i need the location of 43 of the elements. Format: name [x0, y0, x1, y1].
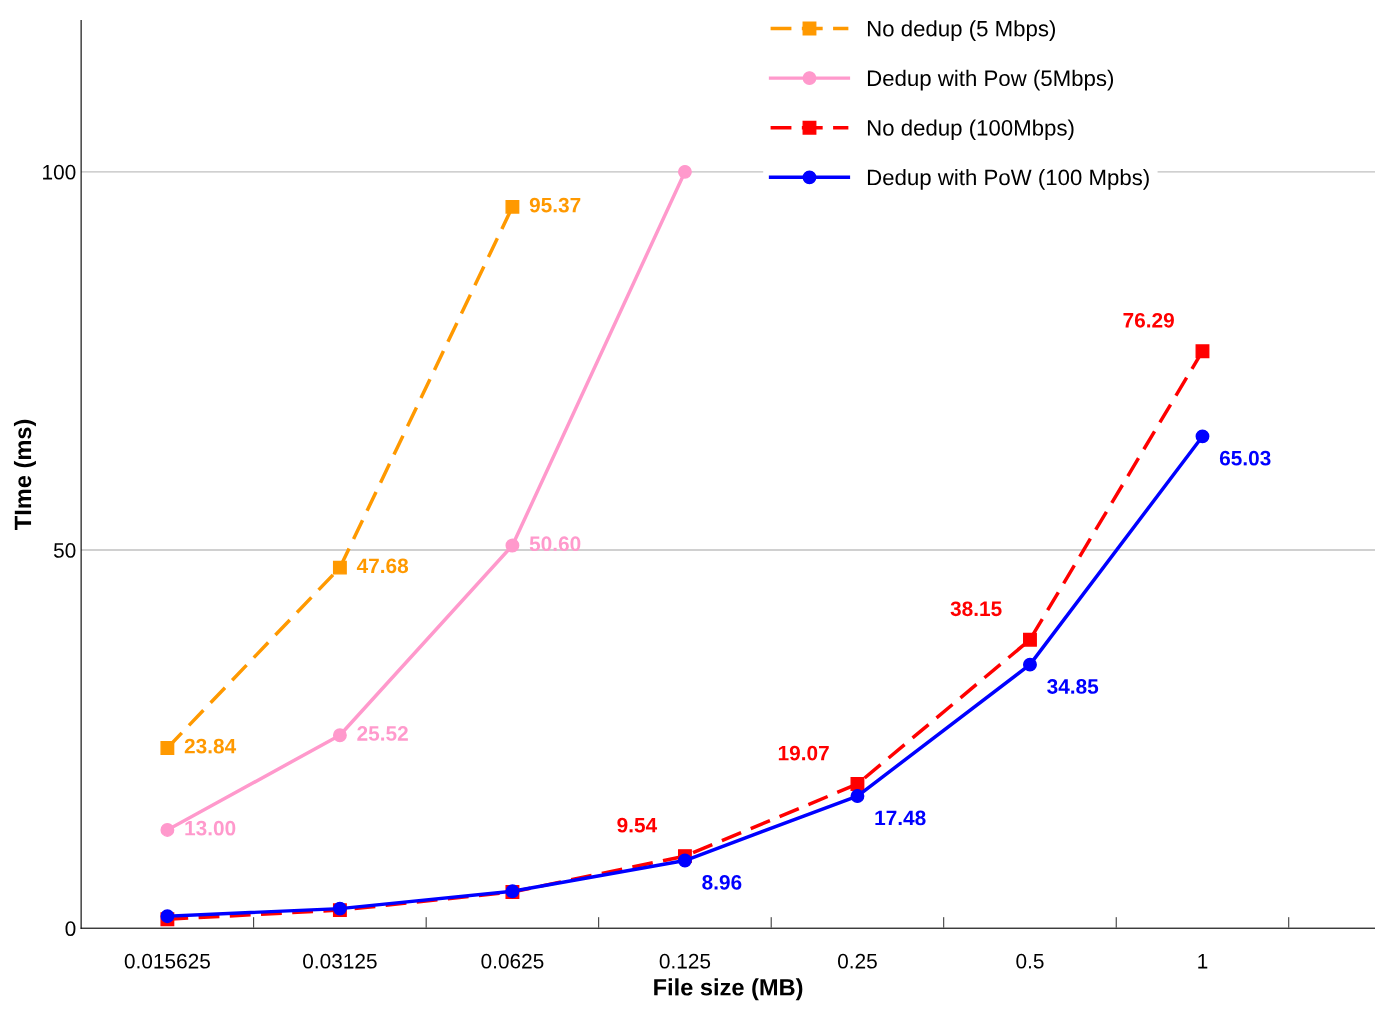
- point: [160, 823, 175, 837]
- data-label: 19.07: [778, 745, 829, 761]
- point: [677, 164, 692, 179]
- data-label: 65.03: [1219, 450, 1271, 466]
- point: [1023, 657, 1037, 672]
- point: [1195, 344, 1210, 359]
- y-tick-label: 50: [53, 543, 76, 558]
- point: [505, 199, 520, 214]
- data-label: 95.37: [529, 197, 581, 213]
- point: [332, 728, 347, 743]
- point: [505, 538, 520, 553]
- data-label: 8.96: [702, 874, 742, 890]
- x-tick-label: 0.125: [659, 953, 711, 969]
- x-tick-label: 0.03125: [303, 953, 377, 969]
- x-axis-title: File size (MB): [654, 978, 803, 1001]
- data-label: 9.54: [617, 817, 658, 833]
- x-tick-label: 0.25: [837, 953, 877, 969]
- y-tick-label: 0: [65, 921, 76, 937]
- data-label: 23.84: [184, 738, 237, 754]
- legend-label: No dedup (100Mbps): [867, 119, 1074, 141]
- legend-label: No dedup (5 Mbps): [867, 20, 1055, 41]
- point: [677, 853, 692, 868]
- legend-label: Dedup with Pow (5Mbps): [867, 69, 1114, 91]
- y-tick-label: 100: [43, 164, 76, 180]
- data-label: 34.85: [1047, 679, 1099, 694]
- point: [160, 741, 175, 755]
- x-tick-label: 0.0625: [481, 953, 544, 969]
- legend-label: Dedup with PoW (100 Mpbs): [867, 169, 1149, 190]
- x-tick-label: 0.015625: [124, 953, 210, 969]
- x-tick-label: 1: [1198, 954, 1208, 969]
- data-label: 76.29: [1123, 312, 1174, 328]
- point: [332, 560, 347, 575]
- y-axis-title: TIme (ms): [13, 419, 36, 530]
- point: [850, 789, 865, 804]
- x-tick-label: 0.5: [1016, 953, 1044, 969]
- data-label: 47.68: [356, 558, 409, 574]
- data-label: 25.52: [357, 726, 408, 741]
- point: [1023, 632, 1037, 647]
- point: [1195, 429, 1210, 444]
- data-label: 50.60: [529, 536, 581, 552]
- data-label: 17.48: [875, 810, 926, 826]
- data-label: 13.00: [185, 820, 236, 836]
- data-label: 38.15: [950, 601, 1002, 617]
